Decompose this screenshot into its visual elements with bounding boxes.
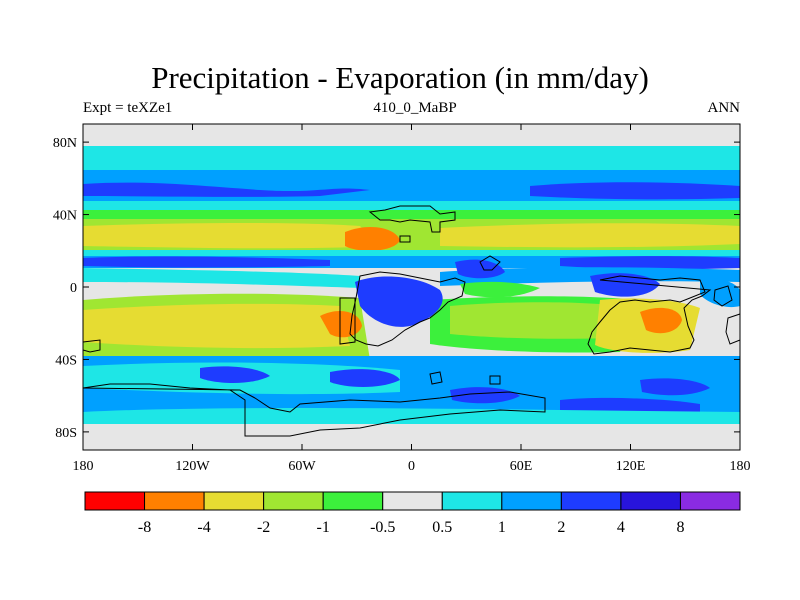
map-field	[83, 124, 740, 450]
colorbar-label: 4	[617, 519, 625, 536]
colorbar-label: -0.5	[370, 519, 395, 536]
continent-outlines	[82, 205, 741, 437]
lon-label: 60W	[288, 459, 316, 474]
lat-label: 80S	[55, 426, 77, 441]
colorbar-swatch	[679, 491, 741, 511]
lat-label: 40N	[53, 209, 77, 224]
colorbar-swatch	[84, 491, 146, 511]
colorbar-swatch	[560, 491, 622, 511]
colorbar-swatch	[322, 491, 384, 511]
colorbar-swatch	[263, 491, 324, 511]
lat-label: 0	[70, 281, 77, 296]
colorbar-label: -2	[257, 519, 270, 536]
map-title: Precipitation - Evaporation (in mm/day)	[151, 60, 649, 95]
colorbar-label: 2	[557, 519, 565, 536]
experiment-label: Expt = teXZe1	[83, 100, 173, 116]
lon-label: 180	[730, 459, 751, 474]
colorbar	[84, 491, 741, 511]
lon-label: 120E	[616, 459, 646, 474]
lon-label: 0	[408, 459, 415, 474]
lon-label: 60E	[510, 459, 533, 474]
lon-label: 120W	[175, 459, 210, 474]
age-label: 410_0_MaBP	[373, 100, 457, 116]
colorbar-swatch	[382, 491, 443, 511]
colorbar-swatch	[620, 491, 681, 511]
colorbar-label: -8	[138, 519, 151, 536]
lat-label: 40S	[55, 353, 77, 368]
colorbar-swatch	[441, 491, 503, 511]
colorbar-swatch	[203, 491, 265, 511]
season-label: ANN	[707, 100, 741, 116]
colorbar-swatch	[501, 491, 562, 511]
lon-label: 180	[73, 459, 94, 474]
colorbar-label: 8	[676, 519, 684, 536]
colorbar-label: 1	[498, 519, 506, 536]
colorbar-swatch	[144, 491, 205, 511]
colorbar-label: 0.5	[432, 519, 452, 536]
colorbar-label: -1	[317, 519, 330, 536]
lat-label: 80N	[53, 136, 77, 151]
colorbar-label: -4	[197, 519, 210, 536]
